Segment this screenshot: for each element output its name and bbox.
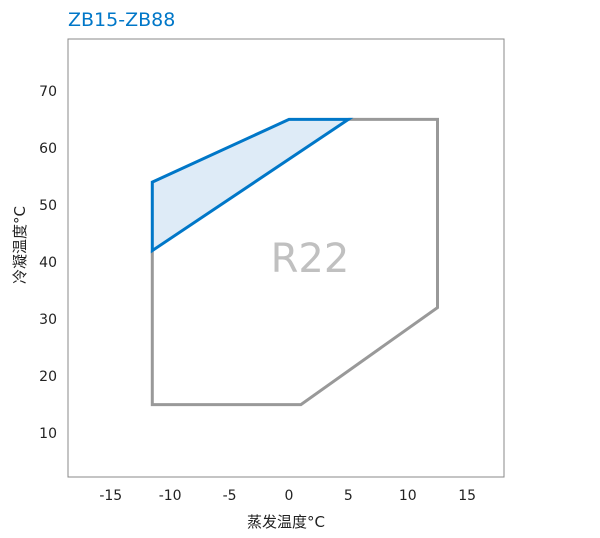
y-tick-label: 10 xyxy=(39,426,57,442)
y-tick-label: 50 xyxy=(39,198,57,214)
x-tick-label: -10 xyxy=(159,488,182,504)
y-tick-label: 60 xyxy=(39,141,57,157)
x-tick-label: 5 xyxy=(344,488,353,504)
envelope-outline xyxy=(150,117,439,407)
envelope-highlight-region xyxy=(150,117,354,254)
y-tick-label: 20 xyxy=(39,369,57,385)
x-tick-label: 0 xyxy=(285,488,294,504)
y-tick-label: 70 xyxy=(39,84,57,100)
x-tick-label: 15 xyxy=(458,488,476,504)
y-tick-label: 40 xyxy=(39,255,57,271)
plot-frame xyxy=(67,38,505,478)
x-axis-label: 蒸发温度°C xyxy=(247,513,325,531)
x-tick-label: 10 xyxy=(399,488,417,504)
y-tick-label: 30 xyxy=(39,312,57,328)
x-tick-label: -5 xyxy=(223,488,237,504)
x-tick-label: -15 xyxy=(99,488,122,504)
y-axis-label: 冷凝温度°C xyxy=(11,206,29,284)
chart-title: ZB15-ZB88 xyxy=(68,9,175,31)
annotation-r22: R22 xyxy=(271,236,350,282)
